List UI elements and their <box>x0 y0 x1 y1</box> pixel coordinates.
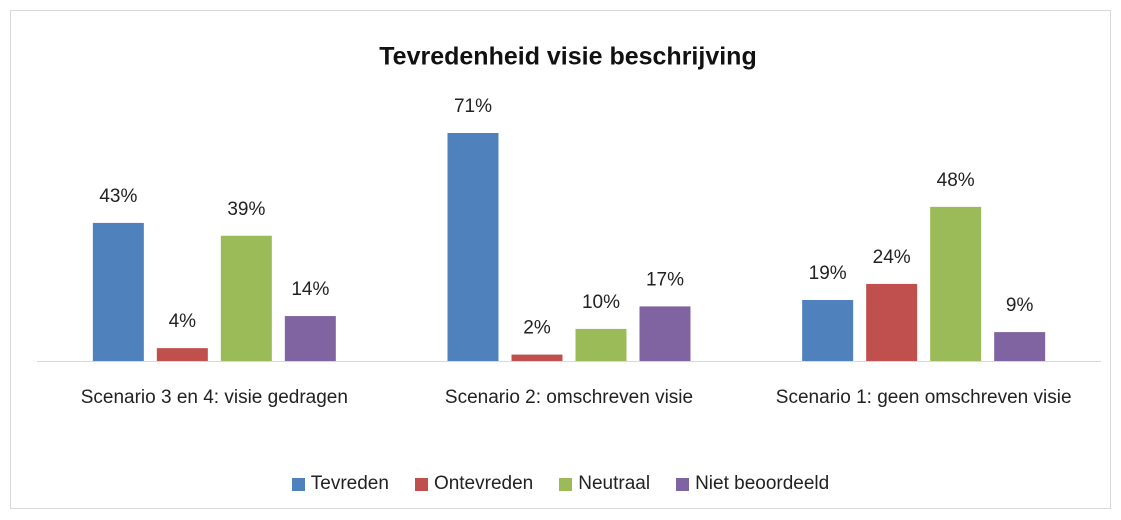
bar <box>92 222 144 361</box>
legend-item: Niet beoordeeld <box>676 473 829 495</box>
bar <box>284 316 336 361</box>
data-label: 14% <box>291 279 329 300</box>
data-label: 39% <box>227 199 265 220</box>
legend-item: Ontevreden <box>414 473 534 495</box>
legend-label: Ontevreden <box>433 473 534 494</box>
bar <box>156 348 208 361</box>
bar <box>994 332 1046 361</box>
legend-item: Neutraal <box>559 473 650 495</box>
x-tick-label: Scenario 2: omschreven visie <box>444 387 694 408</box>
legend-label: Tevreden <box>310 473 389 494</box>
x-tick-label: Scenario 1: geen omschreven visie <box>775 387 1072 408</box>
data-label: 43% <box>99 186 137 207</box>
data-label: 24% <box>873 247 911 268</box>
chart-title: Tevredenheid visie beschrijving <box>379 43 756 71</box>
data-label: 2% <box>523 318 551 339</box>
bar <box>575 328 627 361</box>
legend-item: Tevreden <box>291 473 389 495</box>
data-label: 10% <box>582 292 620 313</box>
legend-label: Niet beoordeeld <box>695 473 830 494</box>
x-tick-label: Scenario 3 en 4: visie gedragen <box>80 387 348 408</box>
data-label: 19% <box>809 263 847 284</box>
bar <box>802 299 854 361</box>
legend-swatch <box>676 477 690 491</box>
legend-swatch <box>559 477 573 491</box>
legend-swatch <box>414 477 428 491</box>
bar <box>930 206 982 361</box>
bar <box>447 133 499 361</box>
data-label: 17% <box>646 269 684 290</box>
legend-swatch <box>291 477 305 491</box>
bar <box>639 306 691 361</box>
data-label: 9% <box>1006 295 1034 316</box>
legend: Tevreden Ontevreden Neutraal Niet beoordeel… <box>0 473 1121 495</box>
data-label: 71% <box>454 96 492 117</box>
legend-label: Neutraal <box>578 473 651 494</box>
bar <box>866 283 918 361</box>
bar <box>511 354 563 361</box>
data-label: 4% <box>169 311 197 332</box>
chart-border <box>10 10 1111 509</box>
data-label: 48% <box>937 170 975 191</box>
bar <box>220 235 272 361</box>
